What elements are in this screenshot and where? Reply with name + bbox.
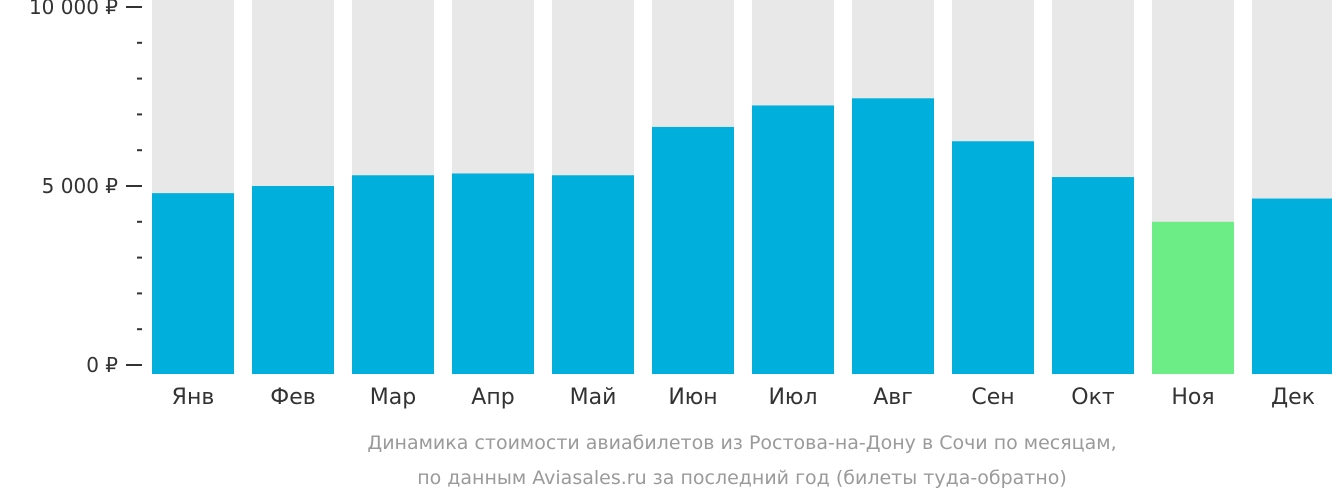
bar-2 [252,186,334,374]
bar-8 [852,98,934,374]
bar-11 [1152,221,1234,374]
x-tick-label: Мар [370,385,416,410]
bar-5 [552,175,634,374]
x-tick-label: Апр [471,385,514,410]
bar-9 [952,141,1034,374]
x-tick-label: Окт [1071,385,1115,410]
bar-chart: 0 ₽ 5 000 ₽ 10 000 ₽ Янв Фев Мар Апр Май Июн Июл… [29,0,1332,410]
x-tick-label: Май [570,385,617,410]
x-tick-label: Июл [768,385,817,410]
bar-10 [1052,177,1134,374]
x-axis-labels: Янв Фев Мар Апр Май Июн Июл Авг Сен Окт Ноя Дек [172,385,1315,410]
bar-6 [652,126,734,375]
bars [152,98,1332,375]
x-tick-label: Ноя [1171,385,1214,410]
x-tick-label: Дек [1271,385,1315,410]
caption-line-2: по данным Aviasales.ru за последний год … [417,467,1067,489]
x-tick-label: Сен [971,385,1014,410]
y-axis: 0 ₽ 5 000 ₽ 10 000 ₽ [29,0,142,377]
bar-4 [452,173,534,374]
x-tick-label: Фев [270,385,315,410]
x-tick-label: Янв [172,385,215,410]
bar-12 [1252,198,1332,374]
x-tick-label: Авг [873,385,913,410]
bar-7 [752,105,834,374]
y-tick-label: 5 000 ₽ [42,174,119,198]
caption-line-1: Динамика стоимости авиабилетов из Ростов… [367,432,1117,454]
bar-3 [352,175,434,374]
bar-1 [152,193,234,374]
x-tick-label: Июн [668,385,717,410]
y-tick-label: 10 000 ₽ [29,0,118,19]
y-tick-label: 0 ₽ [86,353,118,377]
